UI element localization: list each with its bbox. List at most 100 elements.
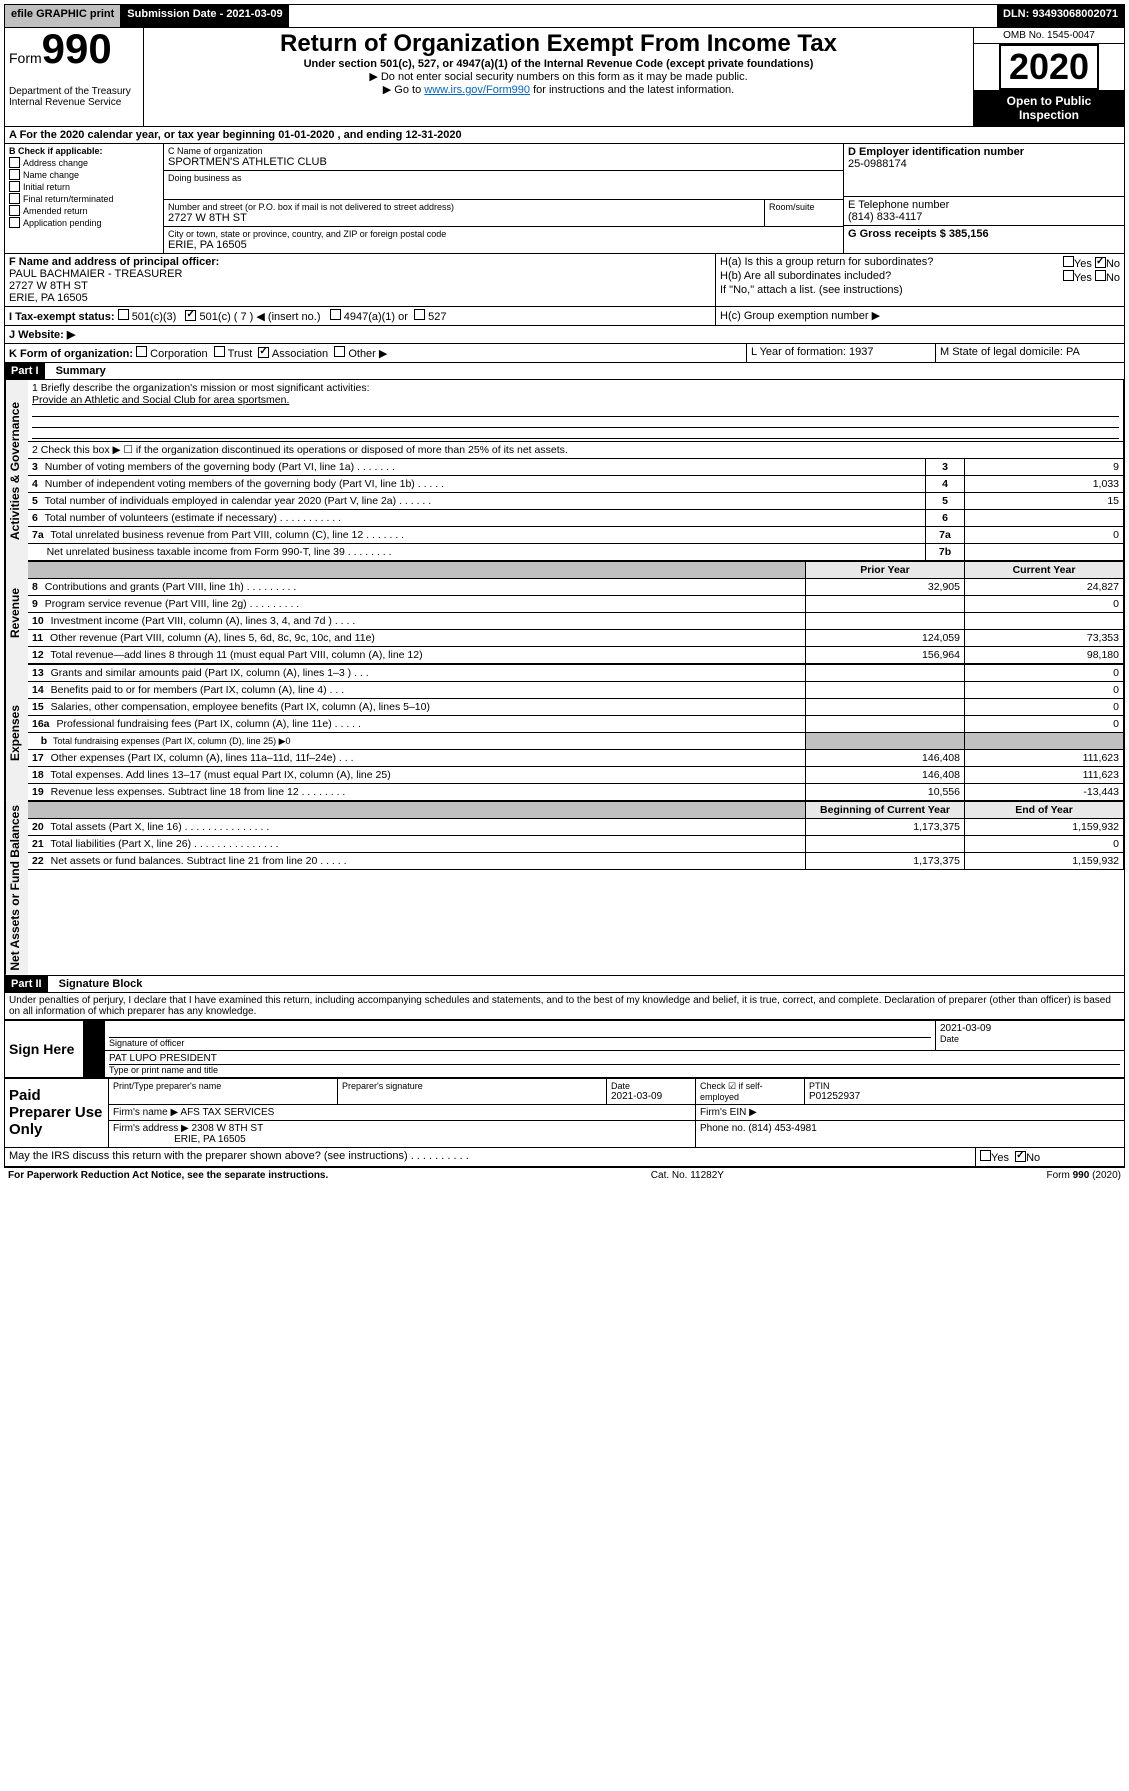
org-address: 2727 W 8TH ST [168,212,760,224]
section-bcd: B Check if applicable: Address change Na… [4,144,1125,254]
line17-row: 17 Other expenses (Part IX, column (A), … [28,750,1124,767]
line18-row: 18 Total expenses. Add lines 13–17 (must… [28,767,1124,784]
pra-notice: For Paperwork Reduction Act Notice, see … [8,1170,328,1181]
ha-no[interactable] [1095,257,1106,268]
line1-text: Provide an Athletic and Social Club for … [32,394,1119,406]
note-ssn: ▶ Do not enter social security numbers o… [148,70,969,83]
col-prior: Prior Year [806,562,965,579]
firm-name: AFS TAX SERVICES [180,1107,274,1118]
line5-row: 5 Total number of individuals employed i… [28,493,1124,510]
hb-no[interactable] [1095,270,1106,281]
part1-body: Activities & Governance 1 Briefly descri… [4,380,1125,561]
phone-value: (814) 833-4117 [848,211,1120,223]
line21-row: 21 Total liabilities (Part X, line 26) .… [28,836,1124,853]
form-number: Form990 [9,30,139,68]
hb-yes[interactable] [1063,270,1074,281]
line-a: A For the 2020 calendar year, or tax yea… [4,127,1125,144]
addr-label: Number and street (or P.O. box if mail i… [168,202,760,212]
officer-addr1: 2727 W 8TH ST [9,280,711,292]
section-klm: K Form of organization: Corporation Trus… [4,344,1125,363]
cb-application-pending[interactable]: Application pending [9,217,159,228]
irs-label: Internal Revenue Service [9,97,139,108]
efile-button[interactable]: efile GRAPHIC print [5,5,121,27]
hc-label: H(c) Group exemption number ▶ [716,307,1124,325]
line10-row: 10 Investment income (Part VIII, column … [28,613,1124,630]
section-revenue: Revenue [5,561,28,664]
cb-initial-return[interactable]: Initial return [9,181,159,192]
perjury-text: Under penalties of perjury, I declare th… [4,993,1125,1020]
part2-header: Part II [5,976,48,992]
cb-4947[interactable] [330,309,341,320]
col-end: End of Year [965,802,1124,819]
dln: DLN: 93493068002071 [997,5,1124,27]
omb-number: OMB No. 1545-0047 [974,28,1124,44]
line20-row: 20 Total assets (Part X, line 16) . . . … [28,819,1124,836]
line16a-row: 16a Professional fundraising fees (Part … [28,716,1124,733]
section-i: I Tax-exempt status: 501(c)(3) 501(c) ( … [4,307,1125,326]
line22-row: 22 Net assets or fund balances. Subtract… [28,853,1124,870]
cb-other[interactable] [334,346,345,357]
line6-row: 6 Total number of volunteers (estimate i… [28,510,1124,527]
officer-label: F Name and address of principal officer: [9,256,711,268]
cb-name-change[interactable]: Name change [9,169,159,180]
signature-table: Sign Here Signature of officer 2021-03-0… [4,1020,1125,1078]
ptin-value: P01252937 [809,1091,1120,1102]
line13-row: 13 Grants and similar amounts paid (Part… [28,665,1124,682]
cb-527[interactable] [414,309,425,320]
paid-preparer-label: Paid Preparer Use Only [5,1078,109,1147]
officer-name: PAUL BACHMAIER - TREASURER [9,268,711,280]
line8-row: 8 Contributions and grants (Part VIII, l… [28,579,1124,596]
officer-addr2: ERIE, PA 16505 [9,292,711,304]
irs-link[interactable]: www.irs.gov/Form990 [424,84,530,96]
cat-no: Cat. No. 11282Y [651,1170,724,1181]
mayirs-yes[interactable] [980,1150,991,1161]
org-city: ERIE, PA 16505 [168,239,839,251]
cb-501c[interactable] [185,310,196,321]
hb-label: H(b) Are all subordinates included? [720,270,891,284]
section-expenses: Expenses [5,664,28,801]
ha-label: H(a) Is this a group return for subordin… [720,256,933,270]
line9-row: 9 Program service revenue (Part VIII, li… [28,596,1124,613]
may-irs-row: May the IRS discuss this return with the… [4,1148,1125,1167]
line12-row: 12 Total revenue—add lines 8 through 11 … [28,647,1124,664]
form-subtitle: Under section 501(c), 527, or 4947(a)(1)… [148,58,969,70]
cb-501c3[interactable] [118,309,129,320]
state-domicile: M State of legal domicile: PA [936,344,1124,362]
sign-here: Sign Here [5,1020,84,1077]
form-header: Form990 Department of the Treasury Inter… [4,28,1125,127]
mayirs-no[interactable] [1015,1151,1026,1162]
line1-label: 1 Briefly describe the organization's mi… [32,382,1119,394]
cb-address-change[interactable]: Address change [9,157,159,168]
hb-note: If "No," attach a list. (see instruction… [720,284,1120,296]
firm-addr2: ERIE, PA 16505 [174,1134,246,1145]
line11-row: 11 Other revenue (Part VIII, column (A),… [28,630,1124,647]
cb-final-return[interactable]: Final return/terminated [9,193,159,204]
city-label: City or town, state or province, country… [168,229,839,239]
ha-yes[interactable] [1063,256,1074,267]
org-name: SPORTMEN'S ATHLETIC CLUB [168,156,839,168]
submission-date: Submission Date - 2021-03-09 [121,5,288,27]
preparer-table: Paid Preparer Use Only Print/Type prepar… [4,1078,1125,1148]
cb-assoc[interactable] [258,347,269,358]
firm-addr1: 2308 W 8TH ST [192,1123,264,1134]
col-current: Current Year [965,562,1124,579]
section-netassets: Net Assets or Fund Balances [5,801,28,975]
revenue-section: Revenue Prior YearCurrent Year 8 Contrib… [4,561,1125,664]
expenses-section: Expenses 13 Grants and similar amounts p… [4,664,1125,801]
cb-amended[interactable]: Amended return [9,205,159,216]
netassets-section: Net Assets or Fund Balances Beginning of… [4,801,1125,976]
line7b-row: Net unrelated business taxable income fr… [28,544,1124,561]
form-title: Return of Organization Exempt From Incom… [148,30,969,58]
cb-corp[interactable] [136,346,147,357]
note-goto: ▶ Go to www.irs.gov/Form990 for instruct… [148,83,969,96]
officer-print-name: PAT LUPO PRESIDENT [109,1053,1120,1065]
section-j: J Website: ▶ [4,326,1125,344]
top-bar: efile GRAPHIC print Submission Date - 20… [4,4,1125,28]
footer: For Paperwork Reduction Act Notice, see … [4,1167,1125,1183]
section-b-label: B Check if applicable: [9,146,159,156]
line19-row: 19 Revenue less expenses. Subtract line … [28,784,1124,801]
sig-officer-label: Signature of officer [109,1038,931,1048]
cb-trust[interactable] [214,346,225,357]
line15-row: 15 Salaries, other compensation, employe… [28,699,1124,716]
room-label: Room/suite [769,202,839,212]
